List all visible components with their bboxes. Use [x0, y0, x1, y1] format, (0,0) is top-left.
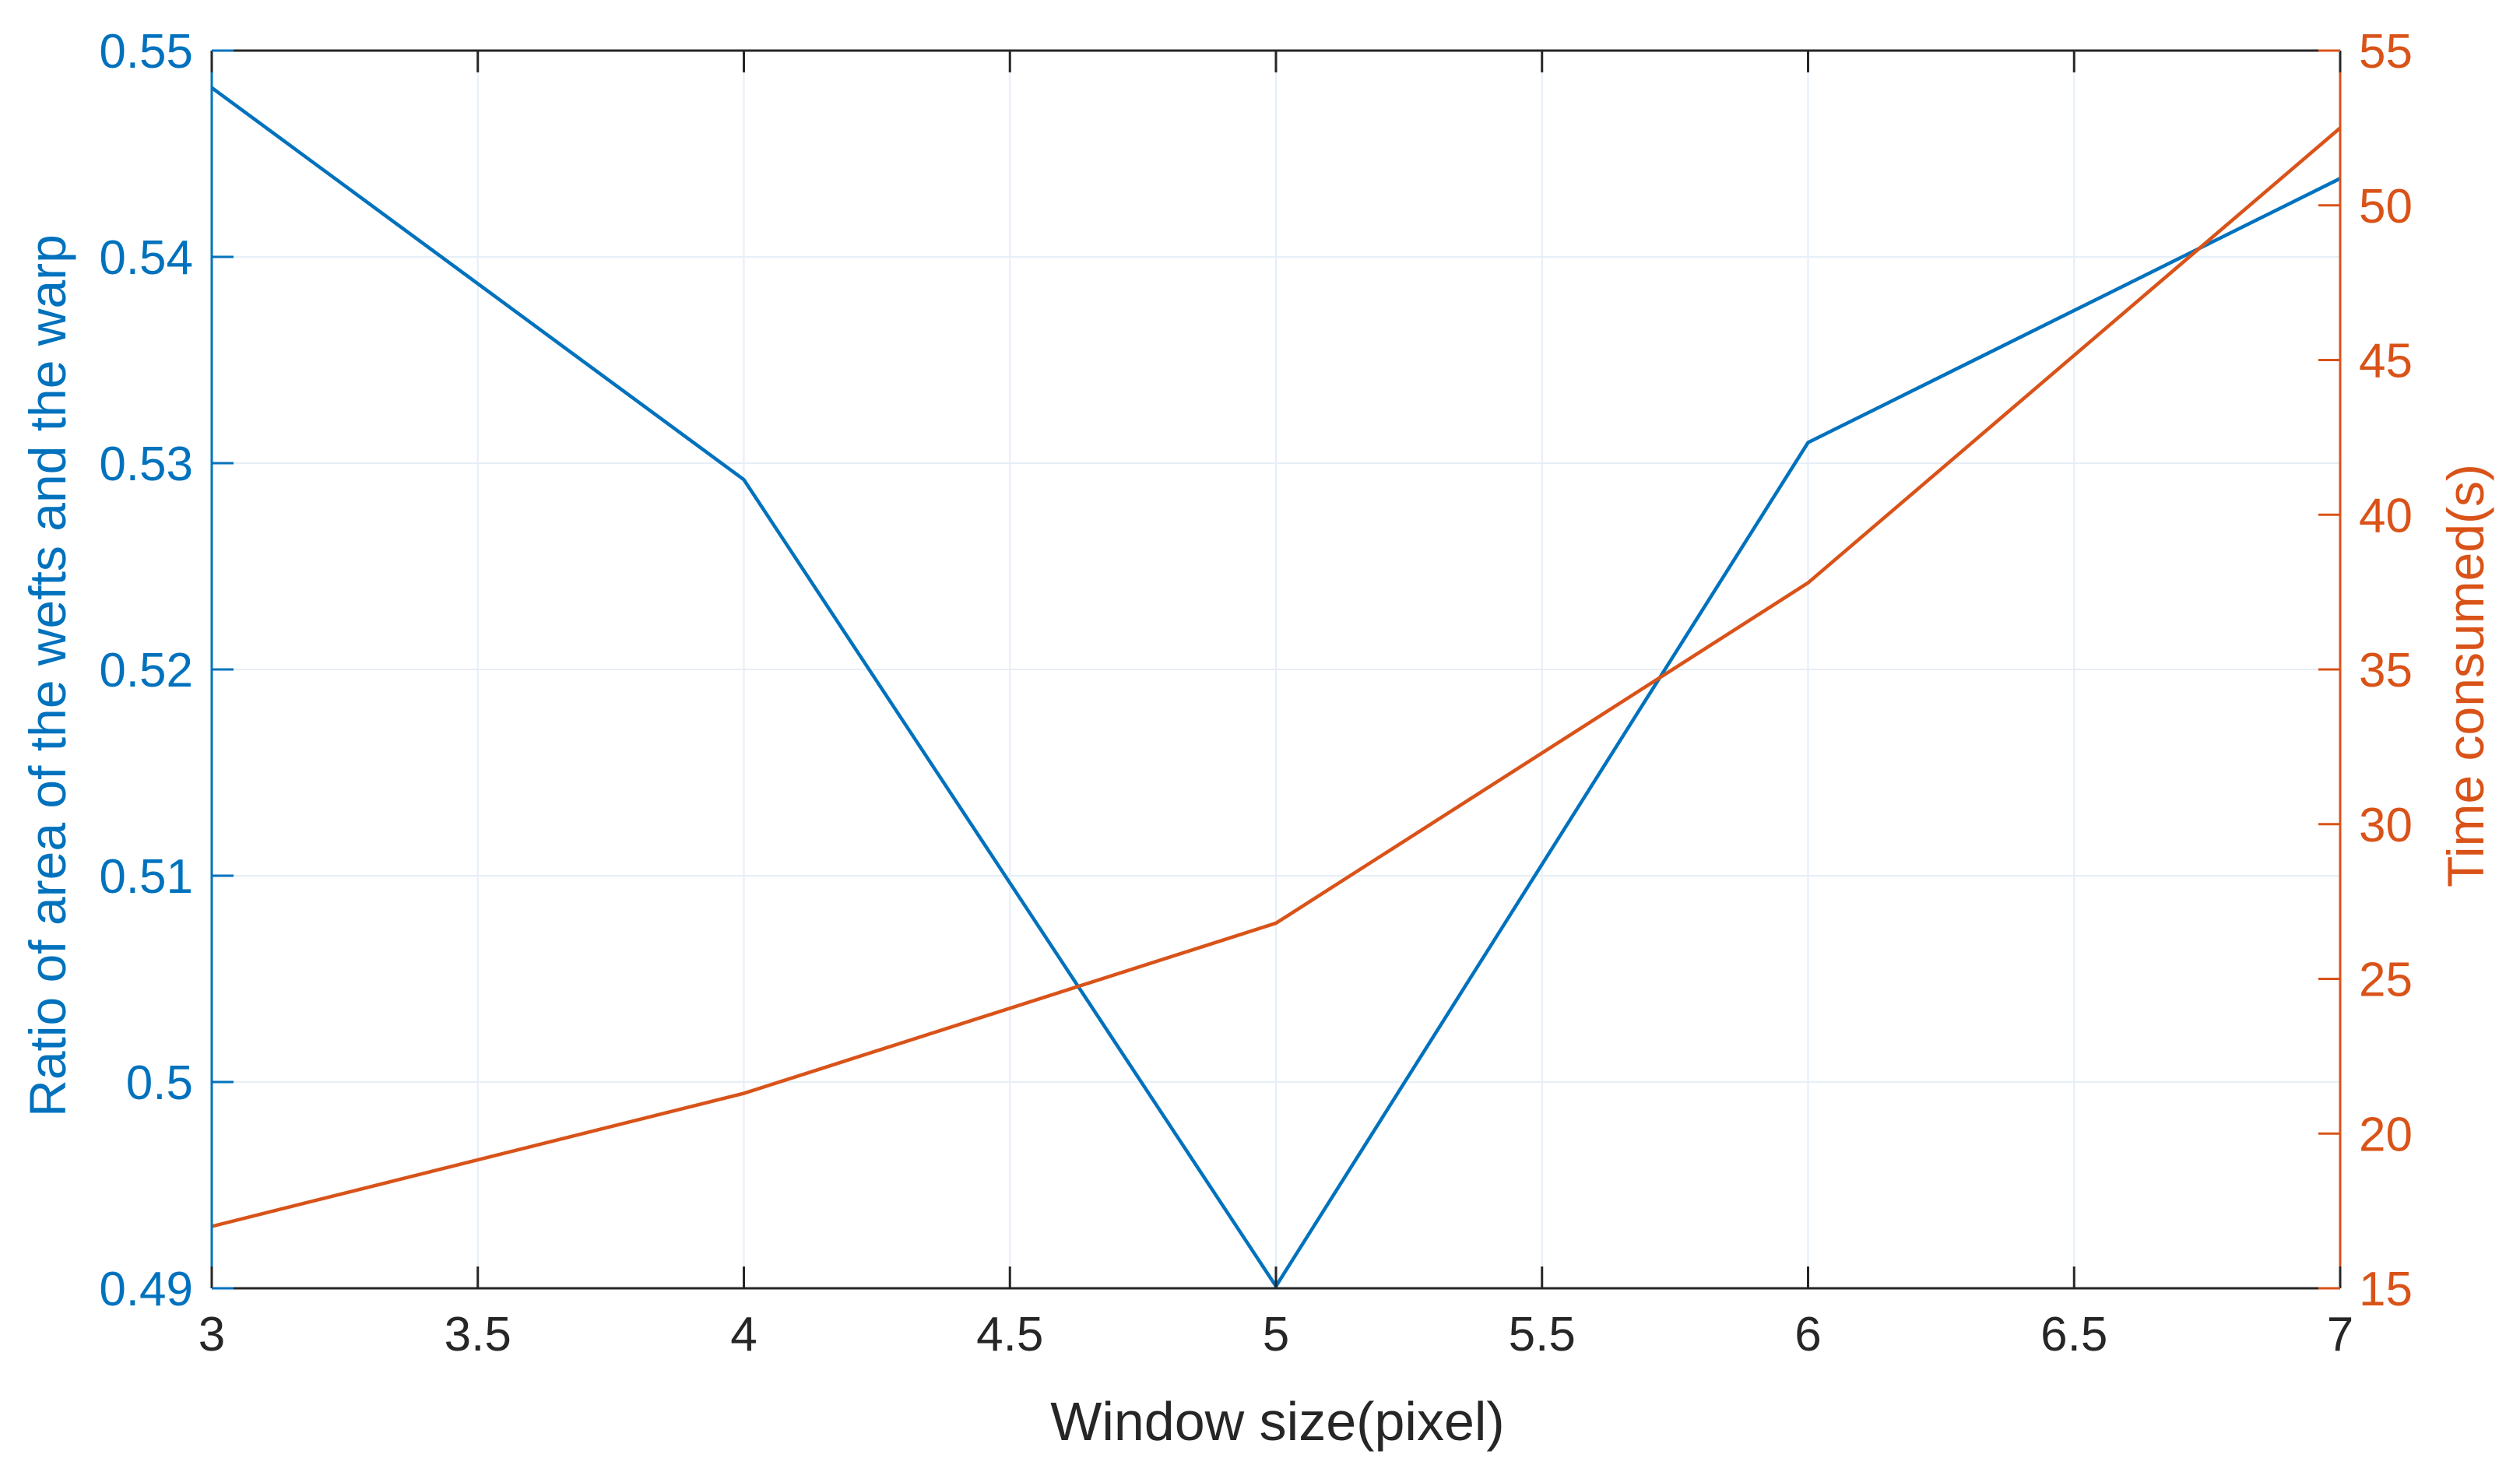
x-tick-label: 3.5 — [445, 1308, 511, 1361]
x-axis-title: Window size(pixel) — [1050, 1391, 1504, 1452]
y-left-tick-label: 0.51 — [99, 850, 193, 904]
y-right-tick-label: 55 — [2359, 25, 2413, 79]
y-left-tick-label: 0.54 — [99, 231, 193, 285]
y-right-tick-label: 15 — [2359, 1263, 2413, 1316]
y-right-tick-label: 25 — [2359, 954, 2413, 1007]
y-left-tick-label: 0.53 — [99, 437, 193, 491]
y-left-tick-label: 0.55 — [99, 25, 193, 79]
grid-layer — [212, 51, 2340, 1288]
x-tick-label: 5.5 — [1509, 1308, 1576, 1361]
y-right-tick-label: 20 — [2359, 1108, 2413, 1161]
x-tick-label: 4 — [730, 1308, 757, 1361]
ticks-layer: 3 3.5 4 4.5 5 5.5 6 6.5 7 0.49 0.5 0.51 0.52 0.53 0.54… — [99, 25, 2413, 1361]
x-tick-label: 7 — [2327, 1308, 2353, 1361]
y-left-tick-label: 0.49 — [99, 1263, 193, 1316]
x-tick-label: 6.5 — [2040, 1308, 2107, 1361]
y-right-tick-label: 45 — [2359, 335, 2413, 388]
y-left-axis-title: Ratio of area of the wefts and the warp — [19, 234, 76, 1117]
x-tick-label: 6 — [1794, 1308, 1821, 1361]
x-tick-label: 5 — [1263, 1308, 1289, 1361]
y-left-tick-label: 0.52 — [99, 644, 193, 697]
y-left-tick-label: 0.5 — [126, 1056, 193, 1110]
y-right-tick-label: 35 — [2359, 644, 2413, 697]
y-right-tick-label: 40 — [2359, 489, 2413, 543]
x-tick-label: 3 — [199, 1308, 225, 1361]
x-tick-label: 4.5 — [976, 1308, 1043, 1361]
y-right-axis-title: Time consumed(s) — [2437, 464, 2494, 887]
y-right-tick-label: 50 — [2359, 180, 2413, 234]
y-right-tick-label: 30 — [2359, 799, 2413, 852]
